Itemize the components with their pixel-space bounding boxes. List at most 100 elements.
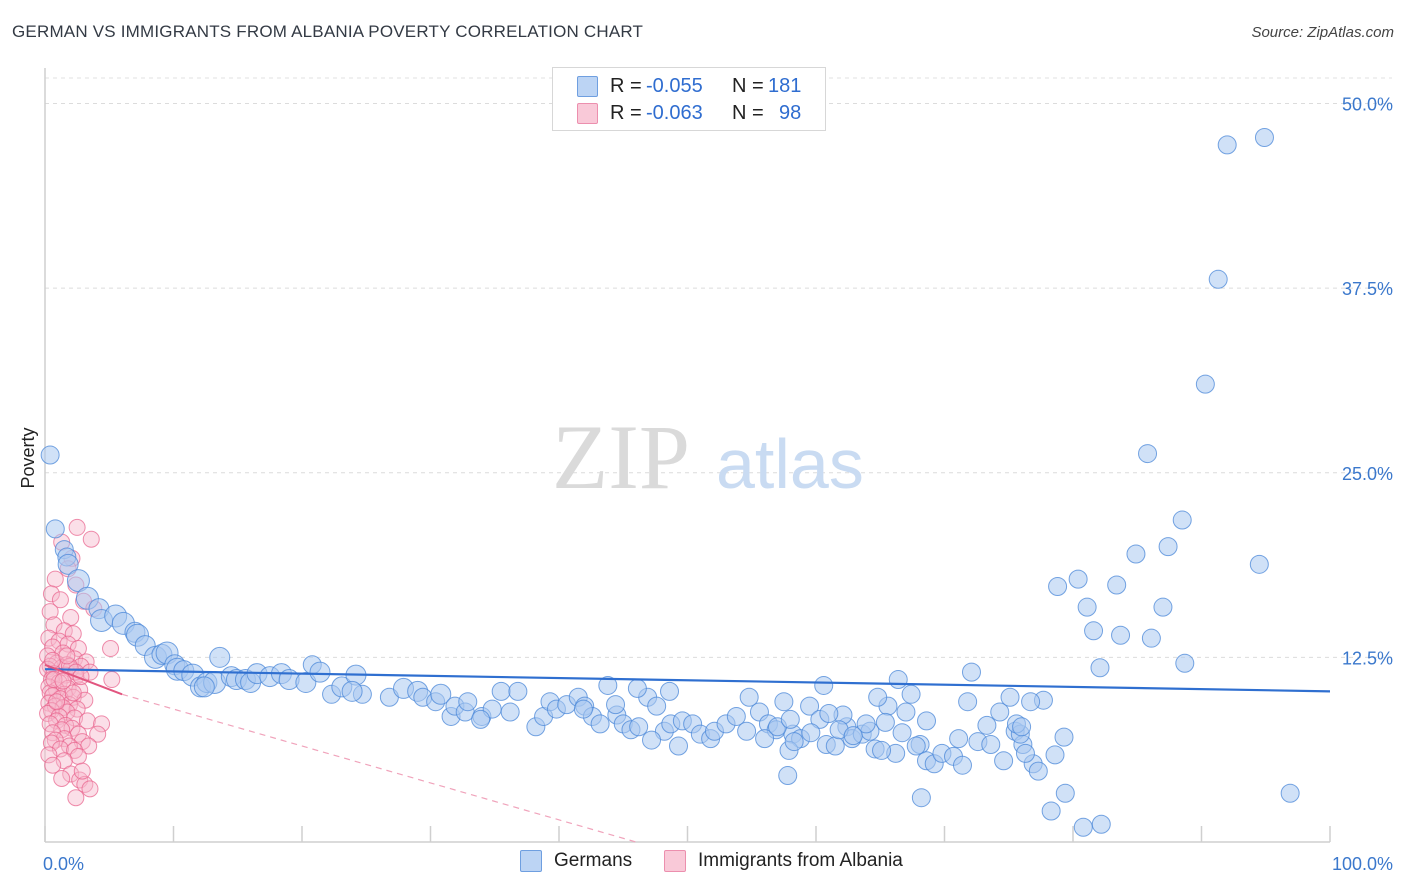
germans-point — [739, 687, 759, 707]
albania-points — [39, 518, 121, 807]
albania-point — [81, 780, 99, 798]
albania-point — [54, 672, 72, 690]
albania-point — [58, 647, 76, 665]
y-tick-label: 12.5% — [1342, 648, 1393, 668]
germans-point — [1015, 743, 1035, 763]
germans-point — [1073, 817, 1093, 837]
germans-point — [209, 646, 231, 668]
germans-point — [801, 723, 821, 743]
albania-point — [64, 684, 82, 702]
legend-n-label: N = — [732, 74, 764, 97]
germans-point — [573, 699, 593, 719]
legend-swatch-albania — [577, 102, 598, 124]
germans-point — [990, 702, 1010, 722]
x-tick-label: 100.0% — [1332, 854, 1393, 874]
germans-point — [896, 702, 916, 722]
germans-point — [647, 696, 667, 716]
germans-point — [1111, 625, 1131, 645]
germans-point — [888, 670, 908, 690]
germans-point — [981, 735, 1001, 755]
germans-point — [1249, 554, 1269, 574]
germans-point — [774, 692, 794, 712]
albania-point — [78, 712, 96, 730]
germans-point — [341, 680, 363, 702]
germans-point — [669, 736, 689, 756]
bottom-legend-label-germans: Germans — [554, 850, 633, 871]
germans-point — [1090, 658, 1110, 678]
bottom-legend-swatch-germans — [520, 850, 542, 872]
germans-point — [1158, 537, 1178, 557]
bottom-legend-germans: Germans — [520, 850, 632, 872]
germans-point — [911, 788, 931, 808]
germans-point — [1021, 692, 1041, 712]
germans-point — [1068, 569, 1088, 589]
albania-point — [45, 671, 63, 689]
germans-point — [642, 730, 662, 750]
germans-point — [1126, 544, 1146, 564]
bottom-legend-albania: Immigrants from Albania — [664, 850, 903, 872]
albania-point — [76, 775, 94, 793]
germans-point — [1045, 745, 1065, 765]
germans-point — [814, 675, 834, 695]
germans-point — [961, 662, 981, 682]
germans-point — [1012, 717, 1032, 737]
germans-point — [1028, 761, 1048, 781]
germans-point — [606, 695, 626, 715]
germans-point — [1084, 621, 1104, 641]
legend-n-label: N = — [732, 101, 764, 124]
germans-point — [843, 726, 863, 746]
legend-r-value: -0.055 — [646, 74, 703, 97]
germans-point — [952, 755, 972, 775]
source-label: Source: ZipAtlas.com — [1251, 24, 1394, 41]
germans-point — [1041, 801, 1061, 821]
albania-point — [42, 585, 60, 603]
germans-point — [800, 696, 820, 716]
germans-trend-line — [44, 668, 1331, 693]
germans-point — [629, 717, 649, 737]
germans-point — [627, 678, 647, 698]
germans-point — [508, 681, 528, 701]
germans-point — [892, 723, 912, 743]
albania-point — [48, 693, 66, 711]
germans-point — [784, 732, 804, 752]
albania-point — [69, 747, 87, 765]
germans-point — [949, 729, 969, 749]
albania-point — [67, 789, 85, 807]
germans-point — [1107, 575, 1127, 595]
germans-point — [1175, 653, 1195, 673]
albania-point — [93, 715, 111, 733]
albania-point — [41, 603, 59, 621]
germans-point — [309, 661, 331, 683]
y-axis-title: Poverty — [18, 427, 38, 488]
stats-legend: R = -0.055 N = 181 R = -0.063 N = 98 — [552, 67, 826, 131]
chart-title: GERMAN VS IMMIGRANTS FROM ALBANIA POVERT… — [12, 22, 644, 41]
germans-point — [1054, 727, 1074, 747]
germans-point — [491, 681, 511, 701]
legend-swatch-germans — [577, 75, 598, 97]
germans-point — [737, 721, 757, 741]
germans-point — [875, 712, 895, 732]
germans-point — [958, 692, 978, 712]
germans-point — [193, 676, 215, 698]
germans-point — [1141, 628, 1161, 648]
bottom-legend-label-albania: Immigrants from Albania — [698, 850, 903, 871]
albania-point — [82, 530, 100, 548]
legend-r-label: R = — [610, 101, 642, 124]
germans-point — [825, 736, 845, 756]
germans-point — [598, 675, 618, 695]
y-tick-label: 37.5% — [1342, 279, 1393, 299]
germans-point — [660, 681, 680, 701]
germans-point — [778, 766, 798, 786]
germans-point — [726, 706, 746, 726]
germans-point — [917, 711, 937, 731]
albania-point — [44, 638, 62, 656]
x-tick-label: 0.0% — [43, 854, 84, 874]
albania-point — [89, 725, 107, 743]
germans-point — [868, 687, 888, 707]
y-tick-label: 50.0% — [1342, 95, 1393, 115]
germans-point — [471, 709, 491, 729]
germans-points — [40, 128, 1300, 837]
germans-point — [755, 729, 775, 749]
germans-point — [1077, 597, 1097, 617]
